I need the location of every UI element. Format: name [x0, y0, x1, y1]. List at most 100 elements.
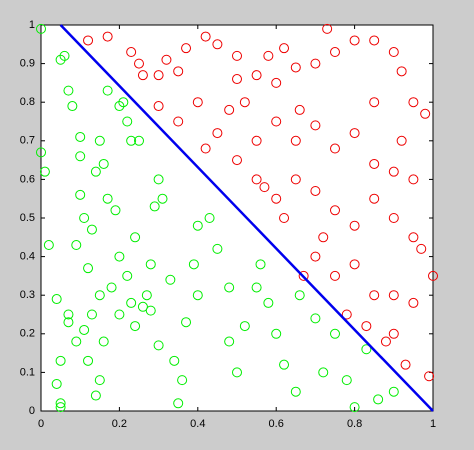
data-point [79, 324, 90, 335]
data-point [157, 193, 168, 204]
boundary-line [59, 24, 434, 412]
y-tick-label: 1 [29, 19, 35, 31]
data-point [259, 182, 270, 193]
data-point [424, 371, 435, 382]
data-point [279, 359, 290, 370]
data-point [51, 378, 62, 389]
data-point [67, 101, 78, 112]
plot-area [40, 24, 434, 412]
data-point [192, 220, 203, 231]
data-point [271, 328, 282, 339]
data-point [102, 85, 113, 96]
data-point [251, 174, 262, 185]
data-point [173, 66, 184, 77]
data-point [373, 394, 384, 405]
data-point [200, 143, 211, 154]
data-point [75, 189, 86, 200]
data-point [212, 39, 223, 50]
data-point [279, 43, 290, 54]
data-point [110, 205, 121, 216]
data-point [126, 47, 137, 58]
data-point [145, 305, 156, 316]
data-point [83, 355, 94, 366]
data-point [271, 116, 282, 127]
data-point [279, 213, 290, 223]
data-point [181, 43, 192, 54]
data-point [318, 232, 329, 243]
data-point [408, 97, 419, 108]
data-point [94, 290, 105, 301]
data-point [51, 294, 62, 305]
data-point [388, 47, 399, 58]
data-point [83, 263, 94, 274]
data-point [137, 70, 148, 81]
data-point [388, 213, 399, 223]
data-point [349, 259, 360, 270]
data-point [349, 220, 360, 231]
data-point [212, 128, 223, 139]
data-point [294, 104, 305, 115]
y-tick-label: 0.6 [20, 173, 35, 185]
data-point [122, 116, 133, 127]
data-point [90, 166, 101, 177]
data-point [232, 74, 242, 85]
data-point [310, 251, 321, 262]
data-point [75, 151, 86, 162]
data-point [290, 135, 301, 146]
data-point [102, 31, 113, 42]
data-point [310, 120, 321, 131]
data-point [408, 174, 419, 185]
data-point [396, 135, 407, 146]
data-point [63, 85, 74, 96]
data-point [90, 390, 101, 401]
data-point [396, 66, 407, 77]
data-point [232, 155, 242, 166]
data-point [188, 259, 199, 270]
x-tick-label: 0.2 [112, 418, 127, 430]
data-point [330, 270, 340, 281]
data-point [134, 135, 144, 146]
y-tick-label: 0.3 [20, 289, 35, 301]
data-point [271, 193, 282, 204]
data-point [361, 321, 372, 332]
data-point [122, 270, 133, 281]
data-point [232, 367, 242, 378]
y-tick-label: 0.9 [20, 58, 35, 70]
data-point [130, 232, 141, 243]
data-point [263, 297, 274, 308]
data-point [388, 290, 399, 301]
data-point [153, 340, 164, 351]
data-point [141, 290, 152, 301]
y-tick-label: 0.7 [20, 135, 35, 147]
data-point [388, 386, 399, 397]
data-point [349, 128, 360, 139]
data-point [63, 317, 74, 328]
data-point [55, 402, 66, 413]
data-point [428, 270, 438, 281]
data-point [71, 336, 82, 347]
data-point [400, 359, 411, 370]
data-point [86, 309, 97, 320]
data-point [98, 336, 109, 347]
data-point [192, 290, 203, 301]
data-point [361, 344, 372, 355]
data-point [388, 166, 399, 177]
data-point [369, 97, 380, 108]
data-point [416, 243, 427, 254]
data-point [86, 224, 97, 235]
data-point [310, 313, 321, 324]
data-point [153, 101, 164, 112]
data-point [408, 297, 419, 308]
data-point [263, 50, 274, 61]
data-point [322, 23, 333, 34]
data-point [149, 201, 160, 212]
data-point [94, 135, 105, 146]
data-point [388, 328, 399, 339]
data-point [212, 243, 223, 254]
data-point [341, 375, 352, 386]
x-tick-label: 0 [38, 418, 44, 430]
data-point [94, 375, 105, 386]
data-point [71, 240, 82, 251]
data-point [36, 23, 46, 34]
